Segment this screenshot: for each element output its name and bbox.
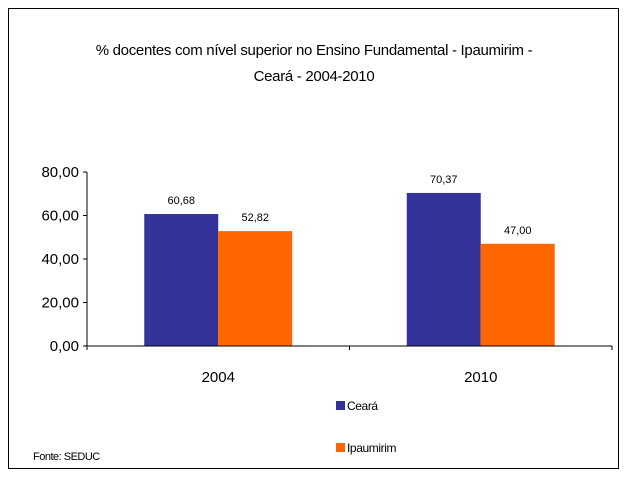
bar-cear--2010: [406, 192, 481, 346]
axis-layer: 2004 2010 0,00 20,00 40,00 60,00 80,00: [41, 164, 613, 386]
y-tick-label: 0,00: [50, 338, 79, 355]
bar-ipaumirim-2010: [480, 243, 555, 346]
legend-swatch-cear-: [336, 401, 345, 410]
y-tick-label: 80,00: [41, 164, 79, 181]
x-tick-label: 2010: [464, 369, 497, 386]
legend-swatch-ipaumirim: [336, 443, 345, 452]
legend-label-cear-: Ceará: [347, 399, 378, 413]
chart-title-line-1: % docentes com nível superior no Ensino …: [95, 42, 533, 59]
chart-frame: [8, 8, 619, 469]
bars-layer: 60,68 52,82 70,37 47,00: [144, 174, 555, 346]
y-tick-label: 40,00: [41, 251, 79, 268]
bar-cear--2004: [144, 214, 219, 346]
x-tick-label: 2004: [202, 369, 235, 386]
legend-label-ipaumirim: Ipaumirim: [347, 441, 396, 455]
source-note: Fonte: SEDUC: [33, 451, 100, 463]
y-tick-label: 60,00: [41, 208, 79, 225]
legend: Ceará Ipaumirim: [336, 399, 397, 455]
chart-title: % docentes com nível superior no Ensino …: [0, 38, 628, 90]
data-label: 70,37: [430, 174, 458, 186]
data-label: 47,00: [504, 225, 532, 237]
y-tick-label: 20,00: [41, 295, 79, 312]
data-label: 52,82: [241, 212, 269, 224]
data-label: 60,68: [167, 195, 195, 207]
bar-ipaumirim-2004: [218, 231, 293, 346]
chart-title-line-2: Ceará - 2004-2010: [253, 68, 375, 85]
